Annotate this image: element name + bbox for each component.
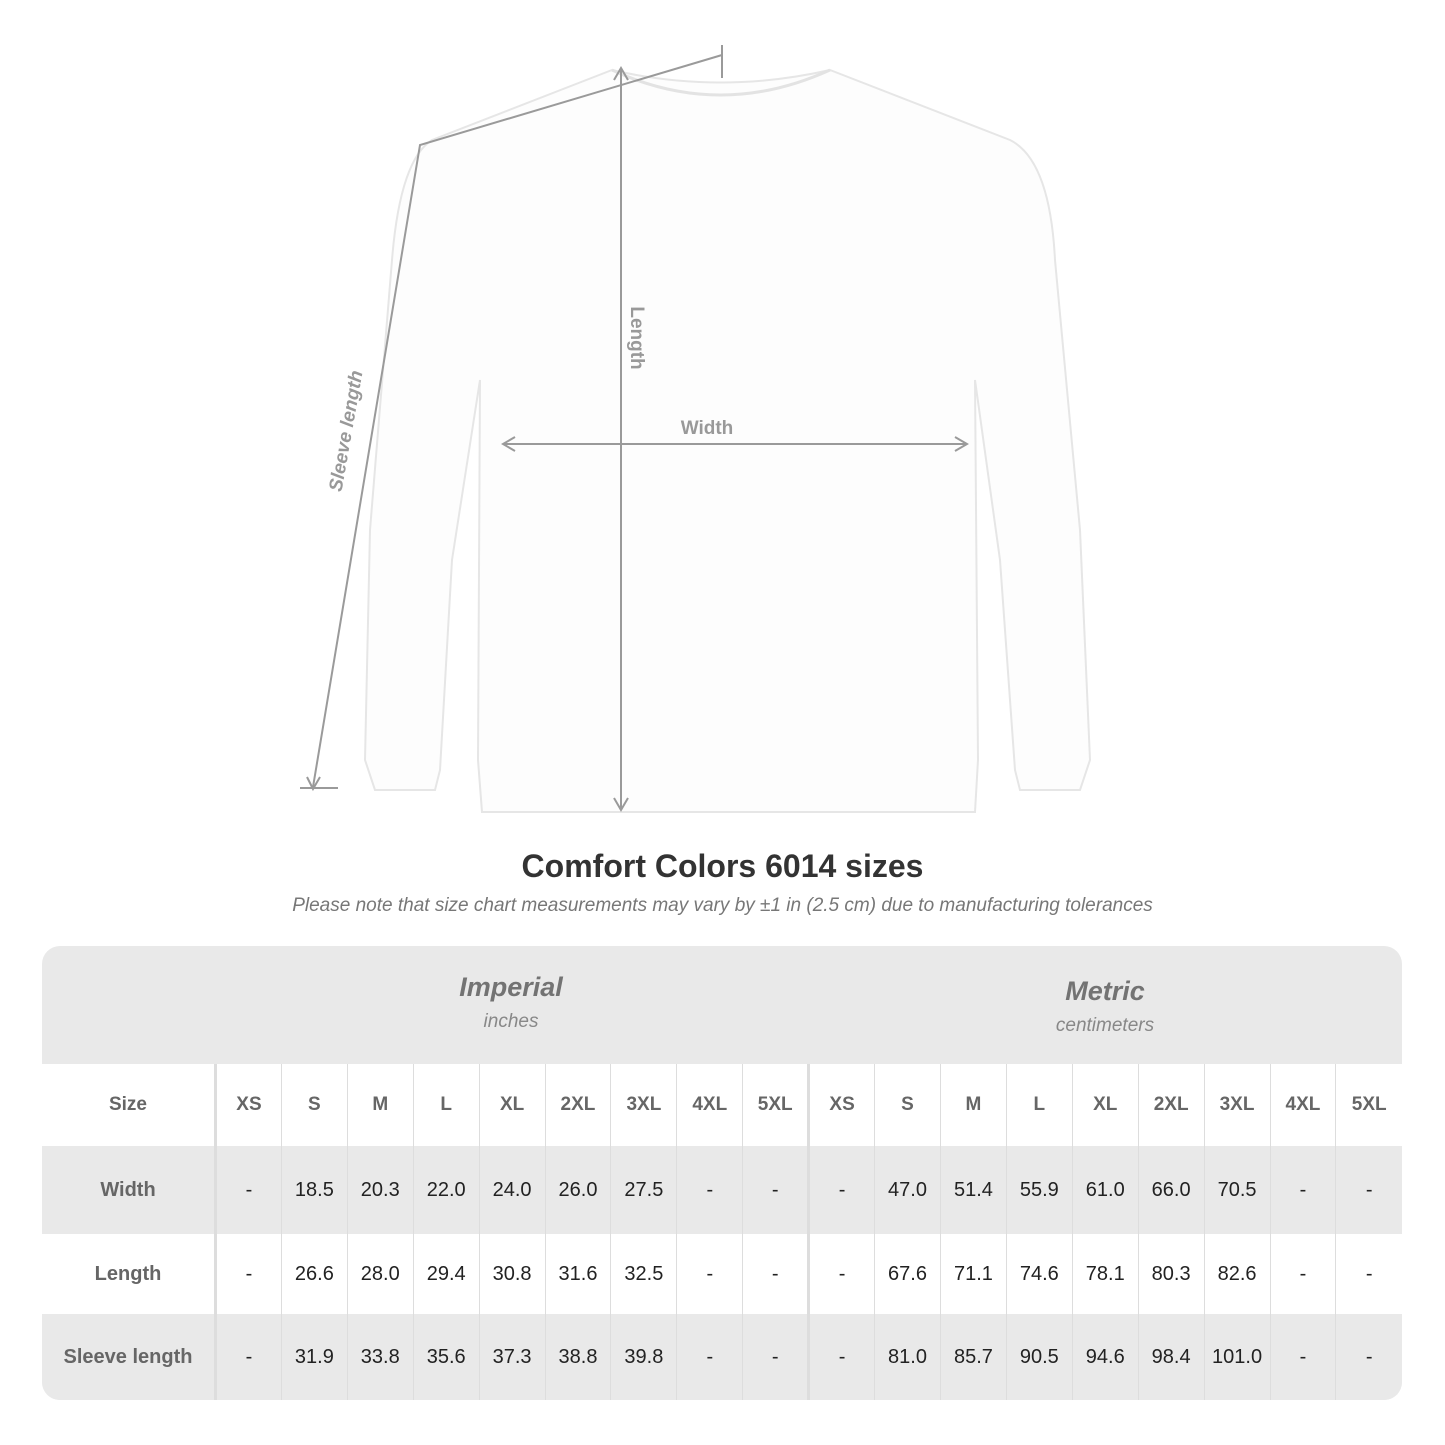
imperial-value: 38.8 xyxy=(544,1314,611,1400)
imperial-value: - xyxy=(676,1314,743,1400)
metric-value: 67.6 xyxy=(874,1234,941,1314)
metric-value: 81.0 xyxy=(874,1314,941,1400)
metric-value: 55.9 xyxy=(1005,1146,1073,1234)
metric-size-xl: XL xyxy=(1071,1064,1139,1146)
table-row: Sleeve length -31.9 33.8 35.6 37.3 38.8 39.8- -… xyxy=(42,1314,1402,1400)
metric-value: - xyxy=(1269,1146,1336,1234)
imperial-value: 35.6 xyxy=(412,1314,480,1400)
metric-value: 70.5 xyxy=(1203,1146,1270,1234)
imperial-size-l: L xyxy=(412,1064,480,1146)
metric-value: 101.0 xyxy=(1203,1314,1270,1400)
measurements-table: Size XS S M L XL 2XL 3XL 4XL 5XL XS S M L XL 2XL 3XL 4XL 5… xyxy=(42,1064,1402,1400)
metric-value: 47.0 xyxy=(874,1146,941,1234)
metric-value: 98.4 xyxy=(1137,1314,1205,1400)
imperial-value: 33.8 xyxy=(346,1314,414,1400)
metric-header: Metric centimeters xyxy=(808,946,1402,1064)
metric-value: 61.0 xyxy=(1071,1146,1139,1234)
metric-value: - xyxy=(807,1314,875,1400)
imperial-value: 28.0 xyxy=(346,1234,414,1314)
row-label: Sleeve length xyxy=(42,1314,217,1400)
metric-size-xs: XS xyxy=(807,1064,875,1146)
imperial-size-4xl: 4XL xyxy=(676,1064,743,1146)
imperial-value: - xyxy=(742,1146,809,1234)
imperial-value: 32.5 xyxy=(610,1234,677,1314)
imperial-size-xs: XS xyxy=(215,1064,282,1146)
metric-value: - xyxy=(1335,1234,1402,1314)
imperial-value: 20.3 xyxy=(346,1146,414,1234)
length-label: Length xyxy=(626,306,647,369)
imperial-value: 22.0 xyxy=(412,1146,480,1234)
width-label: Width xyxy=(681,418,734,439)
table-row: Width -18.5 20.3 22.0 24.0 26.0 27.5- - -47.0 51.… xyxy=(42,1146,1402,1234)
sleeve-length-label: Sleeve length xyxy=(326,369,368,493)
metric-value: 66.0 xyxy=(1137,1146,1205,1234)
imperial-size-3xl: 3XL xyxy=(610,1064,677,1146)
imperial-title: Imperial xyxy=(459,972,563,1002)
shirt-diagram: Length Width Sleeve length xyxy=(300,45,1092,813)
metric-value: - xyxy=(807,1146,875,1234)
row-label: Length xyxy=(42,1234,217,1314)
imperial-size-2xl: 2XL xyxy=(544,1064,611,1146)
imperial-value: 31.9 xyxy=(280,1314,348,1400)
imperial-value: - xyxy=(215,1146,282,1234)
table-row: Length -26.6 28.0 29.4 30.8 31.6 32.5- - -67.6 71… xyxy=(42,1234,1402,1314)
metric-size-m: M xyxy=(939,1064,1007,1146)
imperial-value: 31.6 xyxy=(544,1234,611,1314)
imperial-value: - xyxy=(742,1234,809,1314)
metric-size-2xl: 2XL xyxy=(1137,1064,1205,1146)
metric-size-3xl: 3XL xyxy=(1203,1064,1270,1146)
metric-value: 94.6 xyxy=(1071,1314,1139,1400)
size-header: Size xyxy=(42,1064,217,1146)
metric-value: - xyxy=(1335,1314,1402,1400)
metric-value: 78.1 xyxy=(1071,1234,1139,1314)
imperial-value: 26.0 xyxy=(544,1146,611,1234)
row-label: Width xyxy=(42,1146,217,1234)
imperial-value: 27.5 xyxy=(610,1146,677,1234)
metric-value: 82.6 xyxy=(1203,1234,1270,1314)
metric-size-s: S xyxy=(874,1064,941,1146)
metric-value: 51.4 xyxy=(939,1146,1007,1234)
imperial-value: - xyxy=(742,1314,809,1400)
size-table: Imperial inches Metric centimeters Size X… xyxy=(42,946,1402,1400)
imperial-size-m: M xyxy=(346,1064,414,1146)
metric-size-5xl: 5XL xyxy=(1335,1064,1402,1146)
metric-value: 71.1 xyxy=(939,1234,1007,1314)
metric-value: - xyxy=(807,1234,875,1314)
imperial-value: 24.0 xyxy=(478,1146,546,1234)
imperial-value: 26.6 xyxy=(280,1234,348,1314)
imperial-value: 39.8 xyxy=(610,1314,677,1400)
tolerance-note: Please note that size chart measurements… xyxy=(292,895,1153,916)
imperial-header: Imperial inches xyxy=(214,946,808,1064)
size-header-row: Size XS S M L XL 2XL 3XL 4XL 5XL XS S M L XL 2XL 3XL 4XL 5… xyxy=(42,1064,1402,1146)
long-sleeve-shirt-illustration xyxy=(363,68,1092,813)
metric-unit: centimeters xyxy=(1055,1015,1155,1036)
metric-value: 74.6 xyxy=(1005,1234,1073,1314)
imperial-size-5xl: 5XL xyxy=(742,1064,809,1146)
imperial-unit: inches xyxy=(483,1011,539,1032)
metric-value: - xyxy=(1269,1314,1336,1400)
metric-value: 80.3 xyxy=(1137,1234,1205,1314)
imperial-value: - xyxy=(676,1146,743,1234)
metric-value: 90.5 xyxy=(1005,1314,1073,1400)
metric-title: Metric xyxy=(1065,976,1145,1006)
imperial-value: 18.5 xyxy=(280,1146,348,1234)
imperial-value: - xyxy=(676,1234,743,1314)
metric-size-l: L xyxy=(1005,1064,1073,1146)
imperial-size-s: S xyxy=(280,1064,348,1146)
imperial-value: - xyxy=(215,1314,282,1400)
metric-size-4xl: 4XL xyxy=(1269,1064,1336,1146)
imperial-value: 30.8 xyxy=(478,1234,546,1314)
imperial-value: 29.4 xyxy=(412,1234,480,1314)
metric-value: - xyxy=(1335,1146,1402,1234)
metric-value: 85.7 xyxy=(939,1314,1007,1400)
metric-value: - xyxy=(1269,1234,1336,1314)
chart-title: Comfort Colors 6014 sizes xyxy=(521,848,924,884)
imperial-size-xl: XL xyxy=(478,1064,546,1146)
imperial-value: - xyxy=(215,1234,282,1314)
imperial-value: 37.3 xyxy=(478,1314,546,1400)
